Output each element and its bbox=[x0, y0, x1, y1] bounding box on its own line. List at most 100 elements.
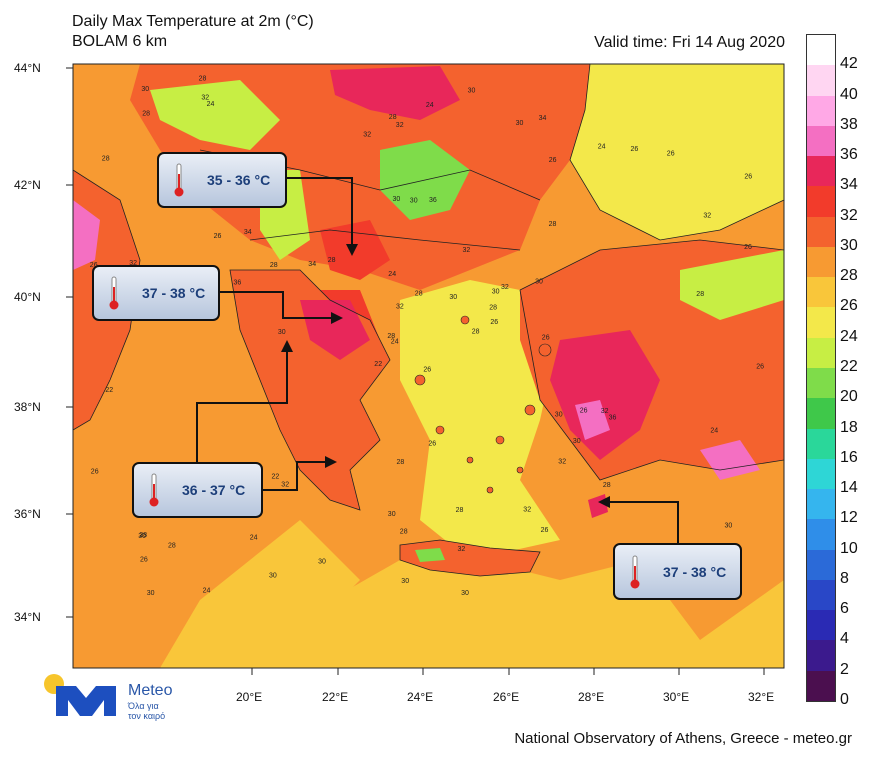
map-value-label: 32 bbox=[201, 94, 209, 101]
map-value-label: 26 bbox=[542, 334, 550, 341]
anatolia-highland bbox=[680, 250, 784, 320]
map-value-label: 32 bbox=[558, 458, 566, 465]
lat-label-34: 34°N bbox=[14, 610, 41, 624]
lon-label-24: 24°E bbox=[407, 690, 434, 704]
lon-label-28: 28°E bbox=[578, 690, 605, 704]
lat-label-38: 38°N bbox=[14, 400, 41, 414]
colorbar-segment bbox=[807, 610, 835, 641]
callout-thessaloniki: 35 - 36 °C bbox=[157, 152, 287, 208]
map-value-label: 28 bbox=[328, 257, 336, 264]
italy-hot bbox=[73, 200, 100, 270]
credit-text: National Observatory of Athens, Greece -… bbox=[514, 730, 852, 747]
aegean-sea bbox=[400, 280, 560, 560]
colorbar-segment bbox=[807, 307, 835, 339]
map-value-label: 30 bbox=[393, 196, 401, 203]
colorbar-segment bbox=[807, 549, 835, 581]
colorbar-segment bbox=[807, 156, 835, 187]
arrow-heads bbox=[281, 244, 610, 508]
colorbar-segment bbox=[807, 368, 835, 399]
map-value-label: 24 bbox=[426, 102, 434, 109]
map-value-label: 30 bbox=[535, 279, 543, 286]
callout-label: 37 - 38 °C bbox=[142, 285, 206, 301]
valid-time: Valid time: Fri 14 Aug 2020 bbox=[594, 34, 785, 51]
lat-label-42: 42°N bbox=[14, 178, 41, 192]
colorbar-label: 40 bbox=[840, 85, 858, 103]
map-value-label: 28 bbox=[415, 291, 423, 298]
thermometer-icon bbox=[629, 554, 641, 590]
map-value-label: 26 bbox=[549, 157, 557, 164]
ionian-yellow bbox=[160, 520, 360, 668]
colorbar-segment bbox=[807, 640, 835, 672]
lat-label-44: 44°N bbox=[14, 61, 41, 75]
colorbar-label: 8 bbox=[840, 569, 849, 587]
lon-label-26: 26°E bbox=[493, 690, 520, 704]
map-value-label: 32 bbox=[601, 408, 609, 415]
map-value-label: 28 bbox=[696, 291, 704, 298]
colorbar-label: 4 bbox=[840, 630, 849, 648]
colorbar-label: 14 bbox=[840, 479, 858, 497]
colorbar-label: 20 bbox=[840, 388, 858, 406]
map-value-label: 28 bbox=[142, 111, 150, 118]
map-title: Daily Max Temperature at 2m (°C) BOLAM 6… bbox=[72, 12, 314, 52]
map-value-label: 30 bbox=[388, 511, 396, 518]
map-value-label: 24 bbox=[391, 338, 399, 345]
map-value-label: 30 bbox=[516, 120, 524, 127]
callout-label: 36 - 37 °C bbox=[182, 482, 246, 498]
logo-tagline-1: Όλα για bbox=[128, 701, 159, 711]
map-value-label: 26 bbox=[580, 407, 588, 414]
map-value-label: 28 bbox=[549, 221, 557, 228]
map-value-label: 26 bbox=[744, 173, 752, 180]
map-value-label: 26 bbox=[756, 364, 764, 371]
map-value-label: 30 bbox=[573, 438, 581, 445]
map-value-label: 32 bbox=[281, 481, 289, 488]
map-value-label: 26 bbox=[140, 557, 148, 564]
colorbar-segment bbox=[807, 35, 835, 66]
colorbar-segment bbox=[807, 458, 835, 490]
map-value-label: 24 bbox=[203, 588, 211, 595]
map-value-label: 32 bbox=[363, 132, 371, 139]
map-value-label: 30 bbox=[269, 572, 277, 579]
colorbar-segment bbox=[807, 125, 835, 157]
map-value-label: 36 bbox=[429, 197, 437, 204]
colorbar-label: 42 bbox=[840, 55, 858, 73]
colorbar-label: 32 bbox=[840, 206, 858, 224]
map-value-label: 28 bbox=[603, 482, 611, 489]
map-value-label: 32 bbox=[396, 122, 404, 129]
map-value-label: 34 bbox=[539, 115, 547, 122]
map-value-label: 22 bbox=[272, 474, 280, 481]
colorbar-label: 12 bbox=[840, 509, 858, 527]
colorbar-segment bbox=[807, 670, 835, 702]
colorbar-segment bbox=[807, 95, 835, 127]
colorbar-segment bbox=[807, 398, 835, 430]
map-value-label: 28 bbox=[102, 155, 110, 162]
lon-label-30: 30°E bbox=[663, 690, 690, 704]
colorbar-segment bbox=[807, 216, 835, 248]
colorbar-segment bbox=[807, 246, 835, 278]
map-value-label: 32 bbox=[458, 546, 466, 553]
map-value-label: 26 bbox=[541, 527, 549, 534]
map-value-label: 24 bbox=[388, 271, 396, 278]
map-value-label: 36 bbox=[609, 415, 617, 422]
map-value-label: 26 bbox=[214, 233, 222, 240]
map-value-label: 30 bbox=[147, 590, 155, 597]
colorbar-label: 16 bbox=[840, 448, 858, 466]
logo-tagline-2: τον καιρό bbox=[128, 711, 166, 721]
colorbar-label: 0 bbox=[840, 691, 849, 708]
colorbar bbox=[806, 34, 836, 702]
colorbar-segment bbox=[807, 579, 835, 611]
logo-tagline: Όλα για τον καιρό bbox=[128, 701, 165, 721]
colorbar-label: 24 bbox=[840, 327, 858, 345]
map-value-label: 32 bbox=[501, 284, 509, 291]
callout-thessaly: 37 - 38 °C bbox=[92, 265, 220, 321]
meteo-logo-icon bbox=[44, 674, 116, 716]
colorbar-segment bbox=[807, 65, 835, 97]
callout-arrows bbox=[196, 177, 679, 548]
map-value-label: 36 bbox=[234, 280, 242, 287]
dinaric-green bbox=[150, 80, 280, 150]
thermometer-icon bbox=[108, 275, 120, 311]
colorbar-segment bbox=[807, 186, 835, 218]
map-value-label: 30 bbox=[492, 289, 500, 296]
lon-label-22: 22°E bbox=[322, 690, 349, 704]
antalya-hot bbox=[700, 440, 760, 480]
